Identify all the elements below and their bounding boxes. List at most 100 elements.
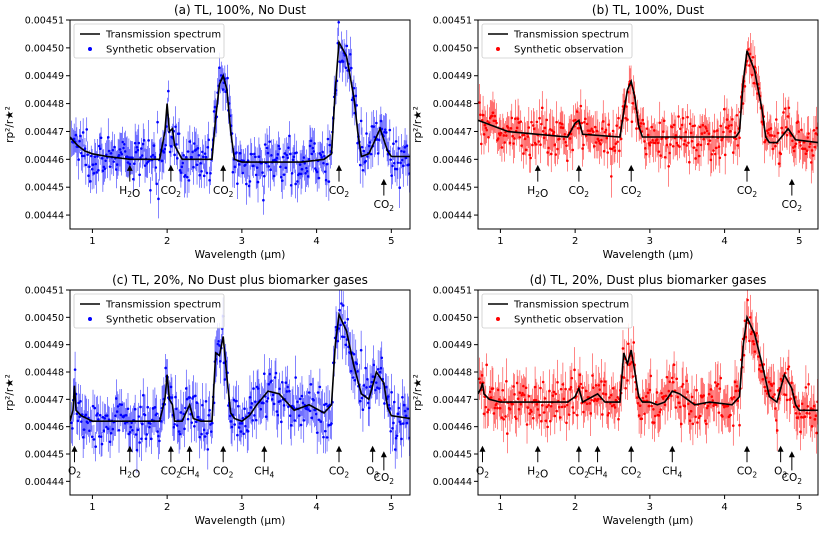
obs-point xyxy=(99,136,103,140)
obs-point xyxy=(710,152,714,156)
y-axis-label: rp²/r★² xyxy=(4,106,16,143)
obs-point xyxy=(183,427,186,431)
legend: Transmission spectrum Synthetic observati… xyxy=(73,293,225,329)
obs-point xyxy=(618,149,621,153)
obs-point xyxy=(210,421,214,425)
obs-point xyxy=(92,438,96,441)
obs-point xyxy=(156,120,159,124)
obs-point xyxy=(527,126,531,129)
obs-point xyxy=(484,405,488,409)
obs-point xyxy=(664,394,668,398)
obs-point xyxy=(358,163,362,167)
obs-point xyxy=(186,150,190,153)
obs-point xyxy=(323,429,327,433)
transmission-spectrum-line xyxy=(478,314,818,412)
obs-point xyxy=(351,376,355,379)
feature-arrow-head xyxy=(261,445,268,452)
y-tick-label: 0.00447 xyxy=(433,127,472,138)
obs-point xyxy=(810,425,814,428)
obs-point xyxy=(545,405,549,409)
obs-point xyxy=(667,164,670,168)
obs-point xyxy=(270,379,273,383)
obs-point xyxy=(383,402,386,405)
obs-point xyxy=(138,173,141,177)
obs-point xyxy=(324,402,328,406)
x-tick-label: 2 xyxy=(164,502,170,513)
obs-point xyxy=(705,422,708,426)
obs-point xyxy=(669,143,672,146)
legend-entry-spectrum: Transmission spectrum xyxy=(513,300,629,311)
obs-point xyxy=(299,423,303,427)
x-tick-label: 5 xyxy=(388,236,394,247)
obs-point xyxy=(376,368,380,371)
legend-entry-spectrum: Transmission spectrum xyxy=(513,30,629,41)
x-axis-label: Wavelength (μm) xyxy=(195,515,286,527)
obs-point xyxy=(734,137,738,141)
obs-point xyxy=(738,423,741,427)
obs-point xyxy=(158,439,161,443)
y-tick-label: 0.00451 xyxy=(25,286,64,297)
obs-point xyxy=(540,106,544,110)
obs-point xyxy=(176,157,179,160)
obs-point xyxy=(582,143,585,147)
obs-point xyxy=(485,363,488,367)
obs-point xyxy=(361,408,365,412)
y-tick-label: 0.00448 xyxy=(25,368,64,379)
y-tick-label: 0.00448 xyxy=(433,368,472,379)
obs-point xyxy=(290,172,294,175)
obs-point xyxy=(539,143,542,147)
obs-point xyxy=(396,161,400,164)
obs-point xyxy=(193,424,196,428)
feature-arrow-head xyxy=(71,445,78,452)
obs-point xyxy=(233,423,236,426)
obs-point xyxy=(267,165,271,168)
obs-point xyxy=(630,120,634,123)
feature-arrow-head xyxy=(534,445,541,452)
legend-entry-spectrum: Transmission spectrum xyxy=(105,300,221,311)
obs-point xyxy=(537,140,540,143)
obs-point xyxy=(309,383,313,386)
obs-point xyxy=(688,160,691,164)
feature-arrow-head xyxy=(126,164,133,171)
x-tick-label: 4 xyxy=(313,236,319,247)
obs-point xyxy=(98,413,102,417)
feature-arrow-head xyxy=(744,164,751,171)
obs-point xyxy=(592,130,595,134)
feature-label: CO2 xyxy=(329,185,350,199)
obs-point xyxy=(375,121,378,125)
legend-entry-observation: Synthetic observation xyxy=(106,45,216,56)
feature-label: CH4 xyxy=(254,465,274,479)
obs-point xyxy=(268,140,271,143)
obs-point xyxy=(235,151,238,154)
feature-label: CO2 xyxy=(569,185,590,199)
obs-point xyxy=(254,418,258,422)
obs-point xyxy=(751,55,755,59)
obs-point xyxy=(546,425,549,429)
obs-point xyxy=(722,130,725,134)
obs-point xyxy=(187,179,191,182)
obs-point xyxy=(567,413,571,416)
obs-point xyxy=(139,405,142,409)
y-tick-label: 0.00444 xyxy=(433,211,472,222)
feature-arrow-head xyxy=(336,164,343,171)
obs-point xyxy=(137,415,141,418)
obs-point xyxy=(365,132,368,135)
obs-point xyxy=(723,153,727,157)
feature-label: CO2 xyxy=(737,185,758,199)
obs-point xyxy=(714,381,717,384)
obs-point xyxy=(302,419,306,422)
obs-point xyxy=(592,386,595,390)
obs-point xyxy=(539,386,542,390)
obs-point xyxy=(89,180,92,183)
obs-point xyxy=(281,155,285,159)
obs-point xyxy=(570,376,574,380)
obs-point xyxy=(735,113,739,117)
panel-b: (b) TL, 100%, Dust H2O CO2 CO2 CO2 CO2 1 2 3 4 5 0.… xyxy=(412,3,819,261)
obs-point xyxy=(150,437,153,441)
obs-point xyxy=(384,131,388,134)
obs-point xyxy=(610,175,613,178)
obs-point xyxy=(392,421,395,425)
obs-point xyxy=(358,399,362,403)
obs-point xyxy=(256,180,260,184)
x-tick-label: 4 xyxy=(313,502,319,513)
